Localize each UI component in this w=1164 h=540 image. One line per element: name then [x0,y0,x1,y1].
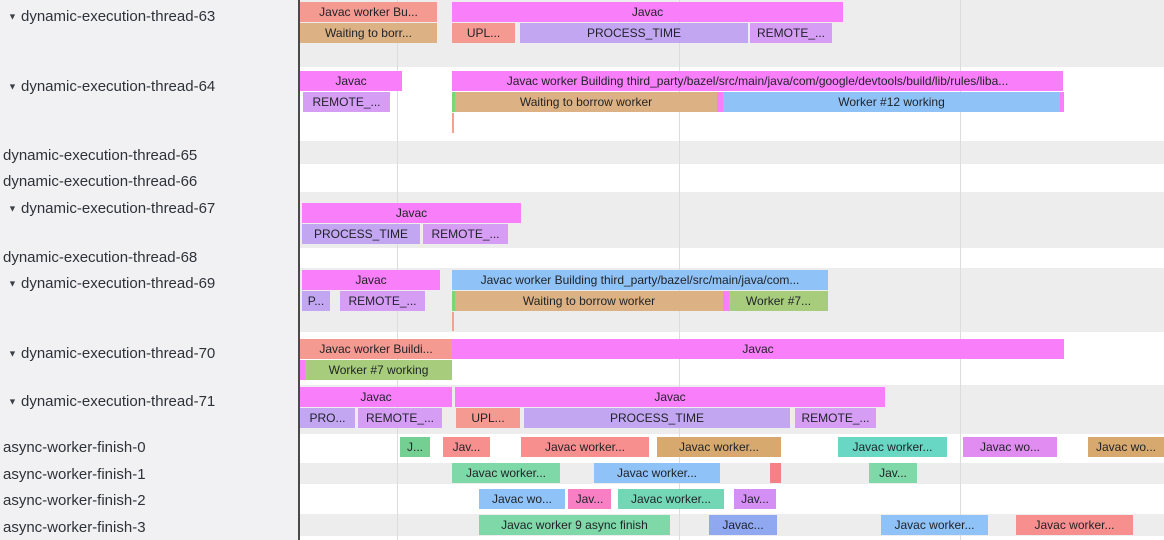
trace-event-bar[interactable]: Javac [300,387,452,407]
trace-event-bar[interactable]: Javac [302,203,521,223]
trace-event-bar[interactable]: Javac worker... [838,437,947,457]
trace-event-bar[interactable]: REMOTE_... [358,408,442,428]
trace-event-bar[interactable]: REMOTE_... [423,224,508,244]
trace-event-bar[interactable]: Javac worker... [452,463,560,483]
sidebar-thread-row[interactable]: dynamic-execution-thread-66 [3,172,197,191]
trace-event-bar[interactable]: UPL... [456,408,520,428]
sidebar-thread-row[interactable]: ▼ dynamic-execution-thread-71 [8,392,215,411]
thread-name-label: dynamic-execution-thread-65 [3,147,198,164]
trace-event-bar[interactable]: Worker #12 working [723,92,1060,112]
collapse-triangle-icon[interactable]: ▼ [8,278,17,288]
trace-event-bar[interactable]: Javac [302,270,440,290]
trace-event-bar[interactable] [452,92,456,112]
trace-event-bar[interactable]: Javac wo... [963,437,1057,457]
trace-event-bar[interactable]: Javac [452,2,843,22]
sidebar-thread-row[interactable]: ▼ dynamic-execution-thread-70 [8,344,215,363]
sidebar-thread-row[interactable]: async-worker-finish-1 [3,465,146,484]
collapse-triangle-icon[interactable]: ▼ [8,348,17,358]
sidebar-thread-row[interactable]: ▼ dynamic-execution-thread-69 [8,274,215,293]
sidebar-thread-row[interactable]: async-worker-finish-2 [3,491,146,510]
collapse-triangle-icon[interactable]: ▼ [8,203,17,213]
thread-name-label: async-worker-finish-1 [3,466,146,483]
trace-event-bar[interactable]: PROCESS_TIME [520,23,748,43]
trace-event-bar[interactable] [770,463,781,483]
collapse-triangle-icon[interactable]: ▼ [8,396,17,406]
trace-event-bar[interactable]: Javac [452,339,1064,359]
trace-event-bar[interactable]: PRO... [300,408,355,428]
trace-event-bar[interactable]: Worker #7... [729,291,828,311]
thread-name-label: dynamic-execution-thread-71 [21,393,216,410]
thread-list-sidebar: ▼ dynamic-execution-thread-63 ▼ dynamic-exe… [0,0,300,540]
trace-event-bar[interactable]: UPL... [452,23,515,43]
instant-event-marker[interactable] [452,312,454,331]
trace-event-bar[interactable]: Javac wo... [1088,437,1164,457]
collapse-triangle-icon[interactable]: ▼ [8,11,17,21]
trace-event-bar[interactable]: Javac wo... [479,489,565,509]
thread-name-label: dynamic-execution-thread-67 [21,200,216,217]
thread-name-label: dynamic-execution-thread-64 [21,78,216,95]
trace-event-bar[interactable]: Jav... [443,437,490,457]
sidebar-thread-row[interactable]: dynamic-execution-thread-68 [3,248,197,267]
thread-name-label: async-worker-finish-2 [3,492,146,509]
trace-event-bar[interactable] [452,291,456,311]
trace-event-bar[interactable]: Javac worker Buildi... [300,339,452,359]
trace-event-bar[interactable]: Javac... [709,515,777,535]
trace-event-bar[interactable]: P... [302,291,330,311]
trace-event-bar[interactable]: REMOTE_... [750,23,832,43]
trace-event-bar[interactable]: Javac worker... [657,437,781,457]
collapse-triangle-icon[interactable]: ▼ [8,81,17,91]
trace-event-bar[interactable]: Javac [300,71,402,91]
trace-event-bar[interactable]: Javac worker Building third_party/bazel/… [452,270,828,290]
sidebar-thread-row[interactable]: ▼ dynamic-execution-thread-67 [8,199,215,218]
trace-event-bar[interactable]: Waiting to borr... [300,23,437,43]
trace-event-bar[interactable]: Jav... [734,489,776,509]
trace-event-bar[interactable]: Javac worker... [1016,515,1133,535]
trace-event-bar[interactable]: Javac worker... [521,437,649,457]
trace-event-bar[interactable]: REMOTE_... [340,291,425,311]
trace-event-bar[interactable]: Javac worker 9 async finish [479,515,670,535]
thread-name-label: async-worker-finish-0 [3,439,146,456]
instant-event-marker[interactable] [452,113,454,133]
trace-event-bar[interactable] [723,291,729,311]
trace-event-bar[interactable]: J... [400,437,430,457]
thread-name-label: dynamic-execution-thread-68 [3,249,198,266]
sidebar-thread-row[interactable]: async-worker-finish-3 [3,518,146,537]
trace-event-bar[interactable]: REMOTE_... [303,92,390,112]
sidebar-thread-row[interactable]: ▼ dynamic-execution-thread-64 [8,77,215,96]
sidebar-thread-row[interactable]: dynamic-execution-thread-65 [3,146,197,165]
trace-event-bar[interactable]: PROCESS_TIME [302,224,420,244]
trace-event-bar[interactable]: Waiting to borrow worker [455,92,717,112]
thread-name-label: dynamic-execution-thread-70 [21,345,216,362]
trace-event-bar[interactable]: Javac worker Bu... [300,2,437,22]
track-background-band [300,141,1164,164]
sidebar-thread-row[interactable]: async-worker-finish-0 [3,438,146,457]
trace-event-bar[interactable] [1060,92,1064,112]
trace-event-bar[interactable] [717,92,723,112]
track-background-band [300,463,1164,484]
thread-name-label: dynamic-execution-thread-63 [21,8,216,25]
trace-event-bar[interactable]: Javac worker... [618,489,724,509]
trace-event-bar[interactable]: Jav... [568,489,611,509]
trace-event-bar[interactable]: Javac [455,387,885,407]
trace-event-bar[interactable]: Jav... [869,463,917,483]
trace-event-bar[interactable]: Waiting to borrow worker [455,291,723,311]
thread-name-label: async-worker-finish-3 [3,519,146,536]
trace-event-bar[interactable]: Javac worker... [594,463,720,483]
thread-name-label: dynamic-execution-thread-66 [3,173,198,190]
trace-event-bar[interactable]: Worker #7 working [305,360,452,380]
trace-event-bar[interactable]: Javac worker... [881,515,988,535]
trace-event-bar[interactable]: Javac worker Building third_party/bazel/… [452,71,1063,91]
thread-name-label: dynamic-execution-thread-69 [21,275,216,292]
timeline-gridline [960,0,961,540]
sidebar-thread-row[interactable]: ▼ dynamic-execution-thread-63 [8,7,215,26]
trace-event-bar[interactable]: REMOTE_... [795,408,876,428]
trace-event-bar[interactable] [300,360,305,380]
trace-event-bar[interactable]: PROCESS_TIME [524,408,790,428]
